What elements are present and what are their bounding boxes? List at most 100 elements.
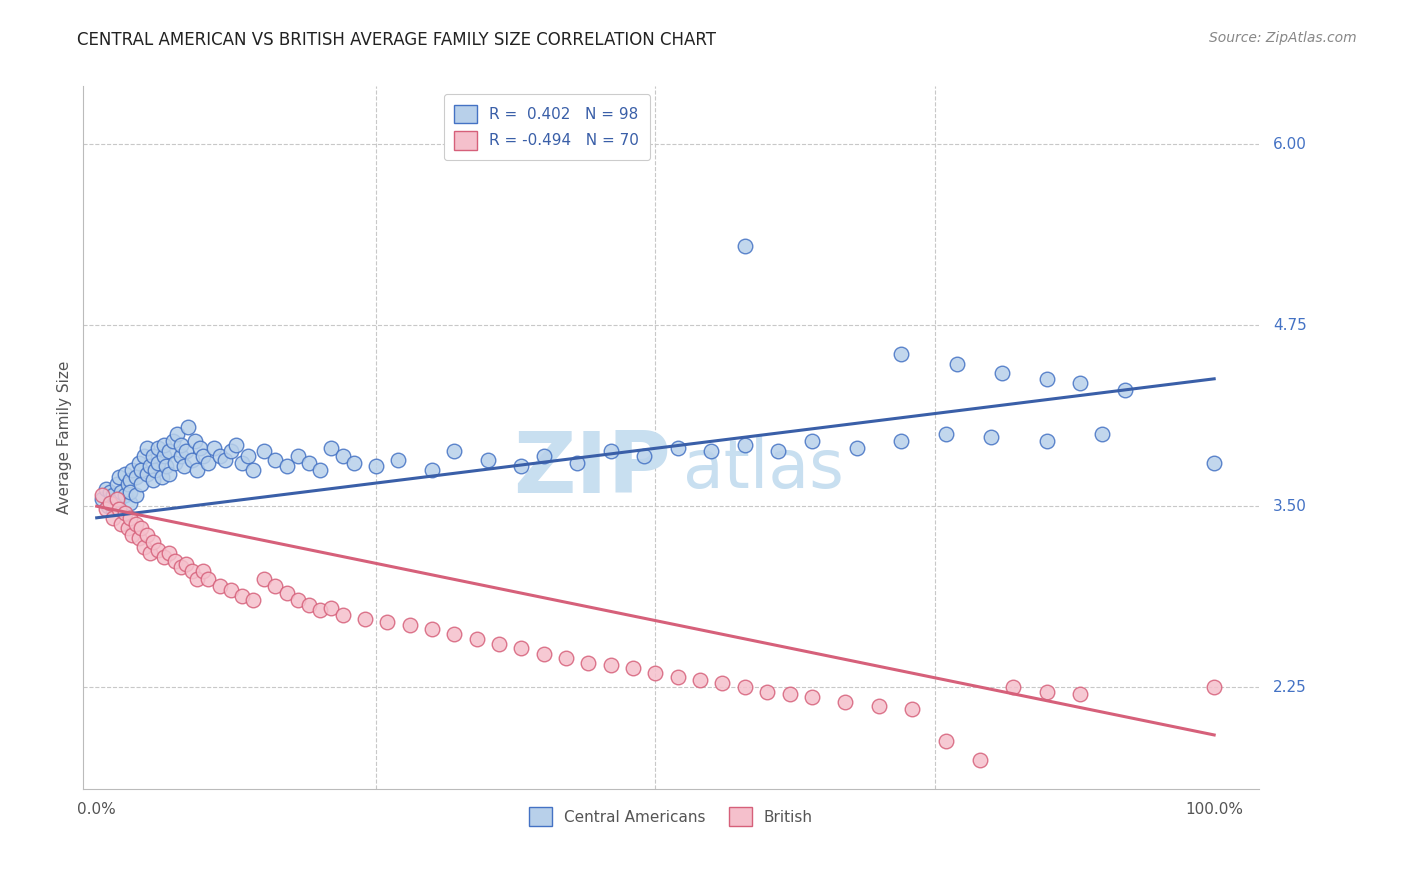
Point [1002,680,1025,694]
Point [139,545,162,559]
Text: Source: ZipAtlas.com: Source: ZipAtlas.com [1209,31,1357,45]
Point [633,449,655,463]
Point [711,676,734,690]
Point [354,612,377,626]
Point [1035,684,1057,698]
Point [152,549,174,564]
Text: 2.25: 2.25 [1272,680,1306,695]
Point [599,444,621,458]
Point [155,458,177,473]
Point [202,442,225,456]
Point [231,589,253,603]
Point [108,502,131,516]
Point [734,438,756,452]
Point [398,618,420,632]
Point [800,434,823,448]
Point [152,438,174,452]
Point [117,521,139,535]
Point [114,507,136,521]
Point [98,484,121,499]
Point [125,470,148,484]
Point [180,565,202,579]
Point [465,632,488,647]
Point [180,453,202,467]
Point [219,444,242,458]
Point [169,438,191,452]
Point [114,467,136,482]
Point [387,453,409,467]
Point [253,572,276,586]
Point [166,426,188,441]
Point [477,453,499,467]
Point [114,488,136,502]
Point [946,357,969,371]
Text: 4.75: 4.75 [1272,318,1306,333]
Point [666,442,689,456]
Point [152,449,174,463]
Point [236,449,259,463]
Point [191,565,214,579]
Point [845,442,868,456]
Point [689,673,711,687]
Point [276,458,298,473]
Point [567,456,589,470]
Point [1204,680,1226,694]
Point [94,502,117,516]
Point [488,637,510,651]
Point [901,702,924,716]
Point [991,366,1014,380]
Point [1035,434,1057,448]
Point [555,651,578,665]
Point [309,603,332,617]
Point [253,444,276,458]
Point [935,733,957,747]
Point [890,434,912,448]
Point [125,488,148,502]
Point [136,528,159,542]
Point [1091,426,1114,441]
Text: atlas: atlas [683,436,844,502]
Point [242,463,264,477]
Point [136,442,159,456]
Point [231,456,253,470]
Point [146,456,169,470]
Point [834,695,856,709]
Point [969,753,991,767]
Point [510,458,533,473]
Point [108,491,131,506]
Point [177,419,200,434]
Point [890,347,912,361]
Point [117,477,139,491]
Point [1069,687,1091,701]
Point [91,491,114,506]
Point [142,535,165,549]
Point [173,458,195,473]
Point [97,500,120,514]
Text: CENTRAL AMERICAN VS BRITISH AVERAGE FAMILY SIZE CORRELATION CHART: CENTRAL AMERICAN VS BRITISH AVERAGE FAMI… [77,31,716,49]
Point [105,491,128,506]
Point [935,426,957,441]
Point [186,572,208,586]
Point [121,463,143,477]
Point [94,482,117,496]
Point [103,510,125,524]
Point [132,449,155,463]
Point [1069,376,1091,391]
Point [136,467,159,482]
Point [91,488,114,502]
Point [110,484,132,499]
Point [1204,456,1226,470]
Point [157,545,180,559]
Point [420,463,443,477]
Point [321,600,343,615]
Y-axis label: Average Family Size: Average Family Size [58,360,72,514]
Point [599,658,621,673]
Point [188,442,211,456]
Point [105,477,128,491]
Point [131,477,153,491]
Point [121,528,143,542]
Point [208,579,231,593]
Text: 6.00: 6.00 [1272,136,1306,152]
Text: 3.50: 3.50 [1272,499,1306,514]
Point [420,622,443,636]
